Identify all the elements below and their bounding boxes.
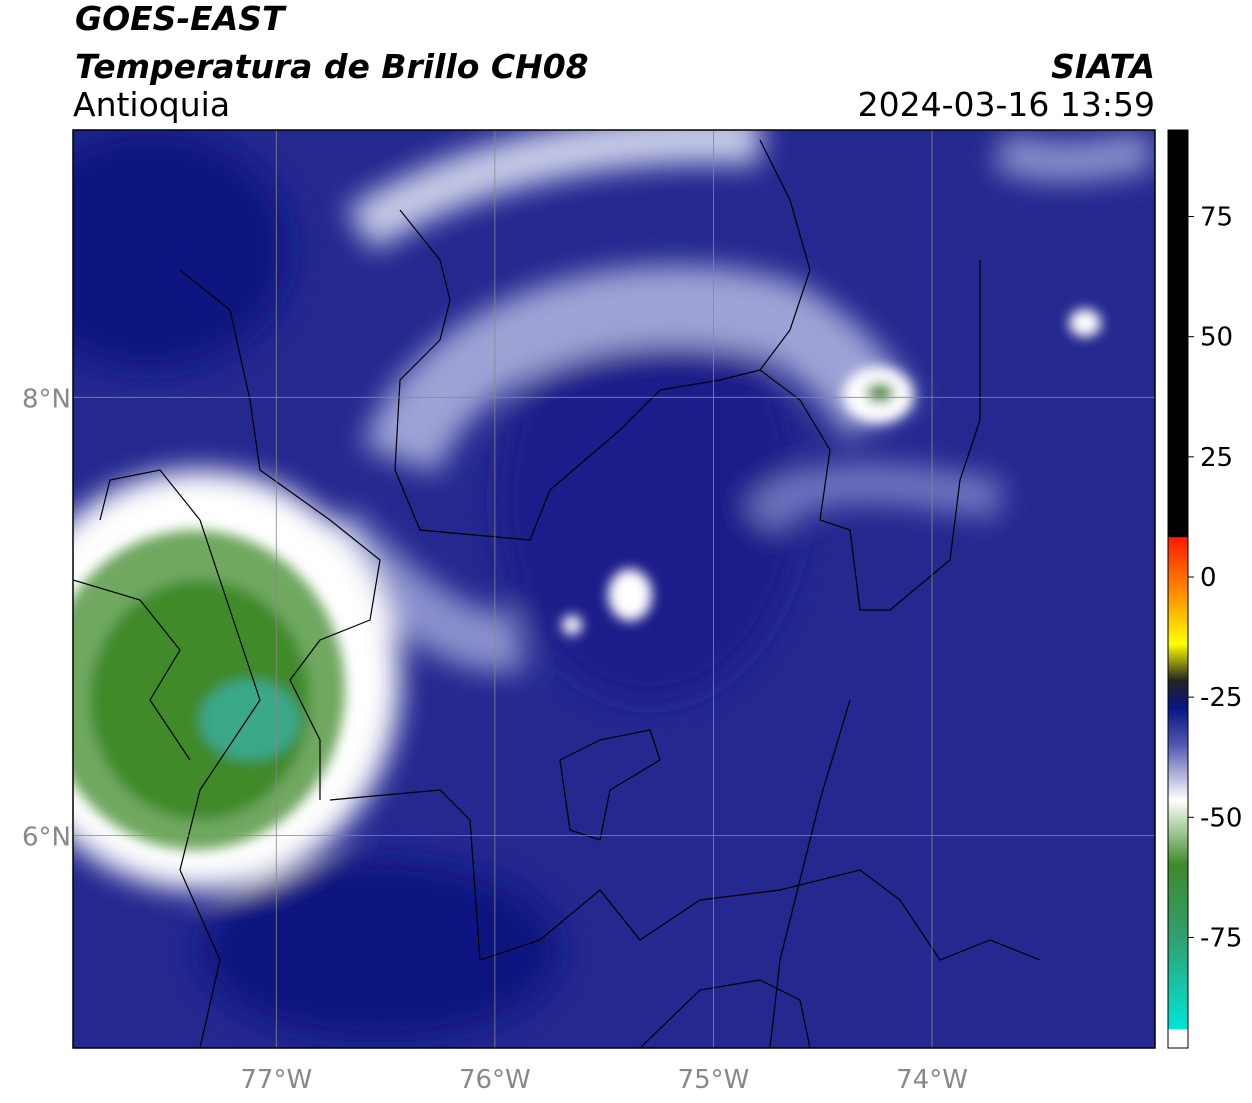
lon-label: 74°W	[896, 1065, 968, 1095]
lon-label: 77°W	[240, 1065, 312, 1095]
lon-label: 76°W	[459, 1065, 531, 1095]
satellite-image	[73, 130, 1155, 1048]
colorbar-tick-label: -50	[1200, 803, 1242, 833]
datetime: 2024-03-16 13:59	[858, 85, 1155, 124]
colorbar-tick-label: -25	[1200, 683, 1242, 713]
lat-label: 8°N	[22, 384, 71, 414]
colorbar-tick-label: 75	[1200, 203, 1233, 233]
colorbar-tick-label: 0	[1200, 563, 1217, 593]
lat-label: 6°N	[22, 822, 71, 852]
colorbar-tick-label: 50	[1200, 323, 1233, 353]
agency: SIATA	[1051, 47, 1155, 86]
colorbar-tick-label: -75	[1200, 923, 1242, 953]
region: Antioquia	[73, 85, 230, 124]
colorbar	[1167, 129, 1189, 1049]
map-frame	[72, 129, 1156, 1049]
title: Temperatura de Brillo CH08	[75, 47, 589, 86]
satellite: GOES-EAST	[75, 0, 287, 38]
colorbar-tick-label: 25	[1200, 443, 1233, 473]
lon-label: 75°W	[678, 1065, 750, 1095]
